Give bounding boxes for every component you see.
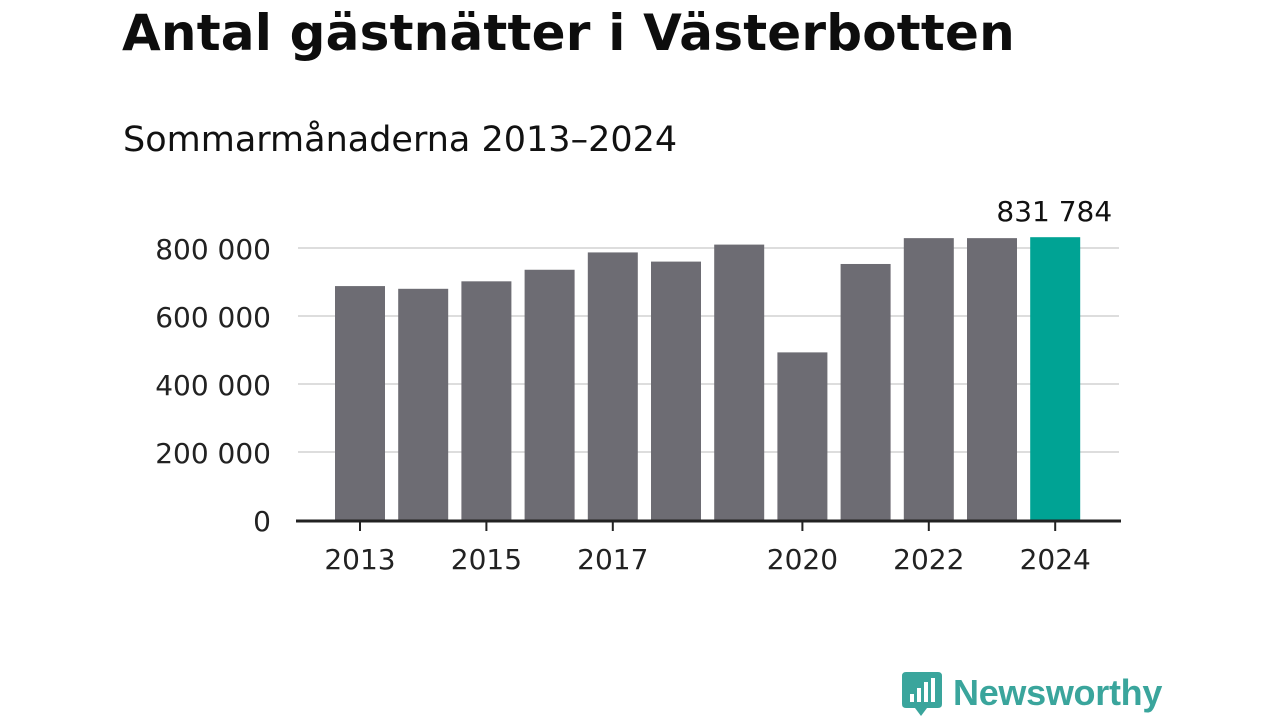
y-tick-label: 800 000 [155, 233, 271, 266]
bar-2020 [777, 352, 828, 520]
y-tick-label: 600 000 [155, 301, 271, 334]
x-axis-tick-labels: 2013 2015 2017 2020 2022 2024 [324, 543, 1090, 576]
bar-2019 [714, 244, 765, 520]
x-axis [296, 519, 1121, 531]
newsworthy-logo: Newsworthy [901, 668, 1162, 718]
x-tick-label: 2020 [767, 543, 838, 576]
x-tick-label: 2022 [893, 543, 964, 576]
data-label: 831 784 [996, 195, 1112, 228]
chart-title: Antal gästnätter i Västerbotten [122, 4, 1015, 62]
bar-2022 [903, 238, 954, 520]
bar-2014 [398, 288, 449, 520]
brand-name: Newsworthy [953, 672, 1163, 713]
bars [335, 237, 1081, 521]
y-tick-label: 400 000 [155, 369, 271, 402]
x-tick-label: 2015 [451, 543, 522, 576]
y-tick-label: 200 000 [155, 437, 271, 470]
x-tick-label: 2017 [577, 543, 648, 576]
x-tick-label: 2024 [1020, 543, 1091, 576]
bar-2016 [524, 269, 575, 520]
bar-2015 [461, 281, 512, 520]
x-tick-label: 2013 [324, 543, 395, 576]
bar-2023 [967, 238, 1017, 520]
chart-subtitle: Sommarmånaderna 2013–2024 [123, 120, 678, 160]
y-tick-label: 0 [253, 505, 271, 538]
newsworthy-logo-icon [902, 672, 942, 716]
bar-2013 [335, 286, 385, 520]
bar-2024 [1030, 237, 1081, 521]
y-axis-tick-labels: 0 200 000 400 000 600 000 800 000 [155, 233, 271, 538]
bar-2018 [651, 261, 701, 520]
bar-2017 [587, 252, 638, 521]
data-labels: 831 784 [996, 195, 1112, 228]
bar-2021 [840, 263, 891, 520]
